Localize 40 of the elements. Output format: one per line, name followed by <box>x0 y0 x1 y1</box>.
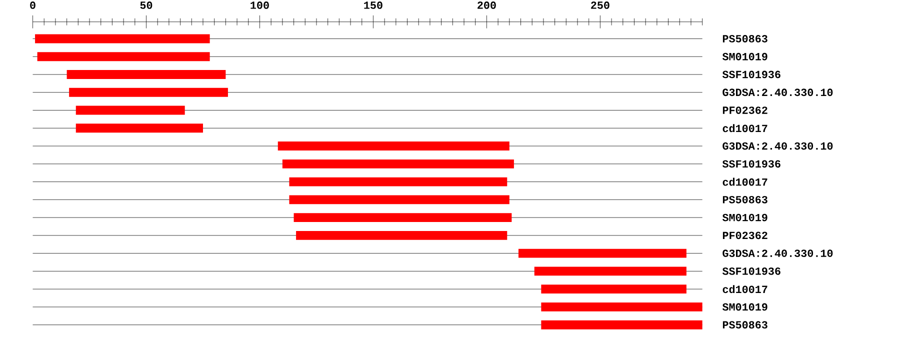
x-tick-label: 0 <box>30 2 36 10</box>
y-tick-label: cd10017 <box>722 124 768 132</box>
bar <box>296 231 508 240</box>
bar <box>518 248 686 258</box>
bar <box>289 195 510 204</box>
y-tick-label: PS50863 <box>722 35 768 43</box>
y-tick-label: PS50863 <box>722 321 768 329</box>
y-tick-label: G3DSA:2.40.330.10 <box>722 88 833 96</box>
y-tick-label: SM01019 <box>722 303 768 311</box>
y-tick-label: cd10017 <box>722 178 768 186</box>
y-tick-label: PS50863 <box>722 196 768 204</box>
bar <box>37 52 210 62</box>
bar <box>289 177 508 186</box>
x-tick-label: 50 <box>140 2 152 10</box>
y-tick-label: PF02362 <box>722 106 768 114</box>
y-tick-label: cd10017 <box>722 285 768 294</box>
y-tick-label: SSF101936 <box>722 160 780 168</box>
bar <box>294 213 512 222</box>
x-tick-label: 200 <box>478 2 496 10</box>
bar <box>278 142 510 151</box>
y-tick-label: G3DSA:2.40.330.10 <box>722 250 833 258</box>
y-tick-label: G3DSA:2.40.330.10 <box>722 142 833 150</box>
bar <box>541 302 702 312</box>
y-tick-label: SSF101936 <box>722 268 780 276</box>
bar <box>541 320 702 330</box>
bar <box>534 266 686 276</box>
bar <box>541 284 686 294</box>
y-tick-label: SM01019 <box>722 53 768 60</box>
bar <box>66 70 226 80</box>
bar <box>76 106 185 115</box>
y-tick-label: SM01019 <box>722 214 768 222</box>
y-tick-label: PF02362 <box>722 232 768 240</box>
y-tick-label: SSF101936 <box>722 70 780 78</box>
bar <box>35 34 210 44</box>
bar <box>76 124 203 133</box>
x-tick-label: 100 <box>250 2 269 10</box>
bar <box>69 88 228 97</box>
x-tick-label: 150 <box>364 2 382 10</box>
x-tick-label: 250 <box>591 2 610 10</box>
bar <box>282 160 514 169</box>
